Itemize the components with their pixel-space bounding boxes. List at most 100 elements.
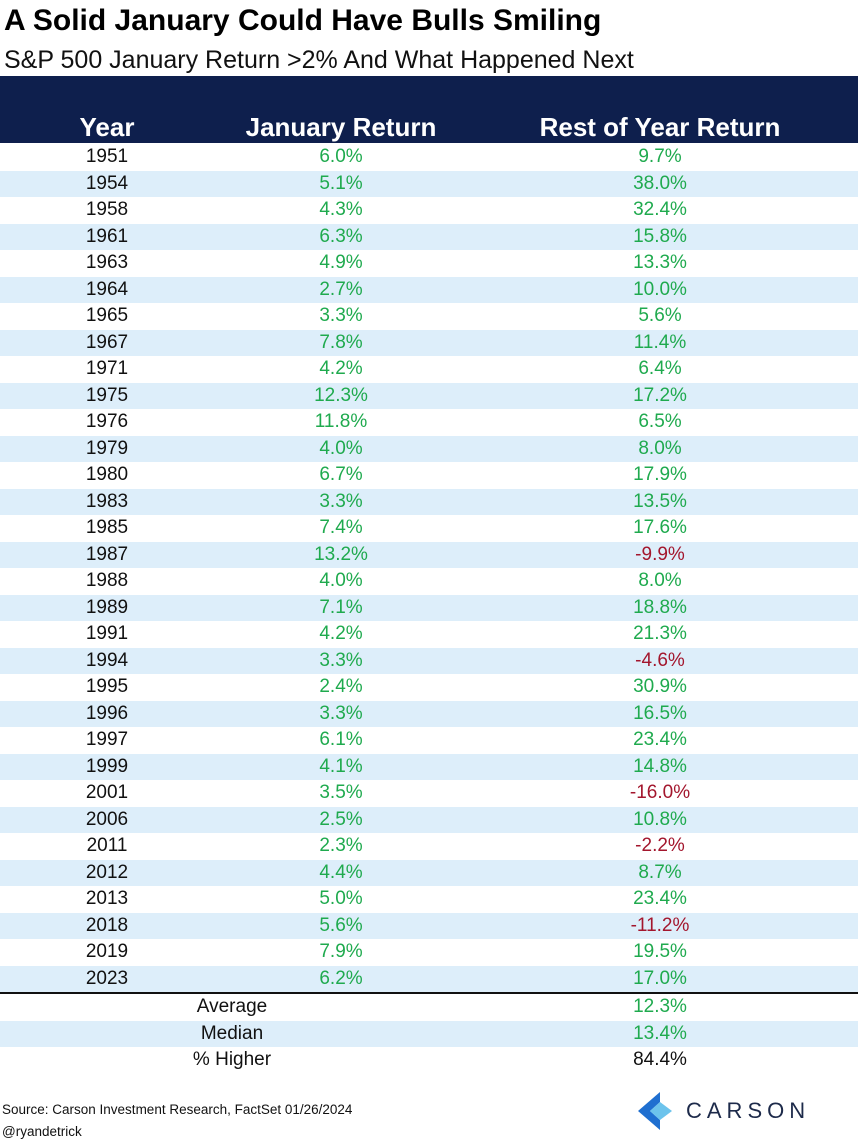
rest-of-year-return-cell: 32.4% bbox=[633, 199, 687, 220]
year-cell: 1983 bbox=[85, 490, 129, 512]
table-row: 1994 3.3% -4.6% bbox=[0, 647, 858, 674]
january-return-cell: 7.4% bbox=[319, 517, 363, 538]
january-return-cell: 3.3% bbox=[319, 305, 363, 326]
rest-of-year-return-cell: 10.0% bbox=[633, 278, 687, 300]
rest-of-year-return-cell: 23.4% bbox=[633, 888, 687, 909]
table-row: 2023 6.2% 17.0% bbox=[0, 965, 858, 992]
year-cell: 1997 bbox=[85, 729, 129, 750]
table-row: 1987 13.2% -9.9% bbox=[0, 541, 858, 568]
table-row: 1985 7.4% 17.6% bbox=[0, 515, 858, 542]
table-row: 1989 7.1% 18.8% bbox=[0, 594, 858, 621]
year-cell: 1967 bbox=[85, 331, 129, 353]
summary-row: Median 13.4% bbox=[0, 1020, 858, 1047]
year-cell: 1989 bbox=[85, 596, 129, 618]
january-return-cell: 5.6% bbox=[319, 914, 363, 936]
rest-of-year-return-cell: 17.6% bbox=[633, 517, 687, 538]
year-cell: 1958 bbox=[85, 199, 129, 220]
rest-of-year-return-cell: 18.8% bbox=[633, 596, 687, 618]
rest-of-year-return-cell: 15.8% bbox=[633, 225, 687, 247]
rest-of-year-return-cell: -11.2% bbox=[630, 914, 690, 936]
rest-of-year-return-cell: 6.5% bbox=[638, 411, 682, 432]
table-row: 2018 5.6% -11.2% bbox=[0, 912, 858, 939]
january-return-cell: 6.1% bbox=[319, 729, 363, 750]
table-row: 2011 2.3% -2.2% bbox=[0, 833, 858, 860]
january-return-cell: 3.5% bbox=[319, 782, 363, 803]
january-return-cell: 4.2% bbox=[319, 623, 363, 644]
source-note: Source: Carson Investment Research, Fact… bbox=[2, 1102, 353, 1117]
summary-label: Median bbox=[200, 1022, 264, 1044]
summary-label: Average bbox=[196, 996, 268, 1017]
rest-of-year-return-cell: 6.4% bbox=[638, 358, 682, 379]
rest-of-year-return-cell: 8.7% bbox=[638, 861, 682, 883]
table-row: 1991 4.2% 21.3% bbox=[0, 621, 858, 648]
chart-subtitle: S&P 500 January Return >2% And What Happ… bbox=[4, 46, 634, 74]
rest-of-year-return-cell: 8.0% bbox=[638, 570, 682, 591]
january-return-cell: 2.3% bbox=[319, 835, 363, 856]
summary-value: 84.4% bbox=[633, 1049, 687, 1070]
year-cell: 1965 bbox=[85, 305, 129, 326]
january-return-cell: 3.3% bbox=[319, 702, 363, 724]
table-row: 1971 4.2% 6.4% bbox=[0, 356, 858, 383]
rest-of-year-return-cell: 10.8% bbox=[633, 808, 687, 830]
january-return-cell: 6.3% bbox=[319, 225, 363, 247]
table-row: 2012 4.4% 8.7% bbox=[0, 859, 858, 886]
year-cell: 2006 bbox=[85, 808, 129, 830]
january-return-cell: 5.0% bbox=[319, 888, 363, 909]
january-return-cell: 6.7% bbox=[319, 464, 363, 485]
rest-of-year-return-cell: 30.9% bbox=[633, 676, 687, 697]
january-return-cell: 5.1% bbox=[319, 172, 363, 194]
rest-of-year-return-cell: 17.0% bbox=[633, 967, 687, 989]
rest-of-year-return-cell: 16.5% bbox=[633, 702, 687, 724]
january-return-cell: 7.8% bbox=[319, 331, 363, 353]
summary-value: 13.4% bbox=[633, 1022, 687, 1044]
rest-of-year-return-cell: 38.0% bbox=[633, 172, 687, 194]
year-cell: 1961 bbox=[85, 225, 129, 247]
rest-of-year-return-cell: 9.7% bbox=[638, 146, 682, 167]
year-cell: 2018 bbox=[85, 914, 129, 936]
table-row: 1954 5.1% 38.0% bbox=[0, 170, 858, 197]
year-cell: 1971 bbox=[85, 358, 129, 379]
column-header-rest-of-year-return: Rest of Year Return bbox=[539, 112, 781, 142]
january-return-cell: 4.9% bbox=[319, 252, 363, 273]
table-row: 1958 4.3% 32.4% bbox=[0, 197, 858, 224]
table-header: Year January Return Rest of Year Return bbox=[0, 76, 858, 143]
table-row: 1951 6.0% 9.7% bbox=[0, 144, 858, 171]
table-row: 1980 6.7% 17.9% bbox=[0, 462, 858, 489]
year-cell: 1954 bbox=[85, 172, 129, 194]
table-row: 2013 5.0% 23.4% bbox=[0, 886, 858, 913]
rest-of-year-return-cell: 8.0% bbox=[638, 437, 682, 459]
table-body: 1951 6.0% 9.7% 1954 5.1% 38.0% 1958 4.3% 32.4% 19… bbox=[0, 144, 858, 992]
year-cell: 1996 bbox=[85, 702, 129, 724]
year-cell: 2013 bbox=[85, 888, 129, 909]
table-row: 1965 3.3% 5.6% bbox=[0, 303, 858, 330]
rest-of-year-return-cell: -16.0% bbox=[629, 782, 691, 803]
year-cell: 1988 bbox=[85, 570, 129, 591]
january-return-cell: 6.2% bbox=[319, 967, 363, 989]
rest-of-year-return-cell: 13.5% bbox=[633, 490, 687, 512]
table-row: 1997 6.1% 23.4% bbox=[0, 727, 858, 754]
table-row: 2006 2.5% 10.8% bbox=[0, 806, 858, 833]
table-row: 1976 11.8% 6.5% bbox=[0, 409, 858, 436]
rest-of-year-return-cell: -4.6% bbox=[635, 649, 685, 671]
table-row: 1979 4.0% 8.0% bbox=[0, 435, 858, 462]
table-row: 1961 6.3% 15.8% bbox=[0, 223, 858, 250]
year-cell: 2023 bbox=[85, 967, 129, 989]
rest-of-year-return-cell: 5.6% bbox=[638, 305, 682, 326]
january-return-cell: 12.3% bbox=[314, 384, 368, 406]
table-row: 1964 2.7% 10.0% bbox=[0, 276, 858, 303]
year-cell: 1976 bbox=[85, 411, 129, 432]
table-row: 1963 4.9% 13.3% bbox=[0, 250, 858, 277]
chart-title: A Solid January Could Have Bulls Smiling bbox=[4, 4, 602, 37]
table-row: 1988 4.0% 8.0% bbox=[0, 568, 858, 595]
rest-of-year-return-cell: 17.9% bbox=[633, 464, 687, 485]
rest-of-year-return-cell: 13.3% bbox=[633, 252, 687, 273]
january-return-cell: 3.3% bbox=[319, 490, 363, 512]
january-return-cell: 4.0% bbox=[319, 437, 363, 459]
rest-of-year-return-cell: -9.9% bbox=[635, 543, 685, 565]
table-row: 1999 4.1% 14.8% bbox=[0, 753, 858, 780]
table-row: 1995 2.4% 30.9% bbox=[0, 674, 858, 701]
table-row: 2001 3.5% -16.0% bbox=[0, 780, 858, 807]
january-return-cell: 4.4% bbox=[319, 861, 363, 883]
rest-of-year-return-cell: 17.2% bbox=[633, 384, 687, 406]
rest-of-year-return-cell: 23.4% bbox=[633, 729, 687, 750]
